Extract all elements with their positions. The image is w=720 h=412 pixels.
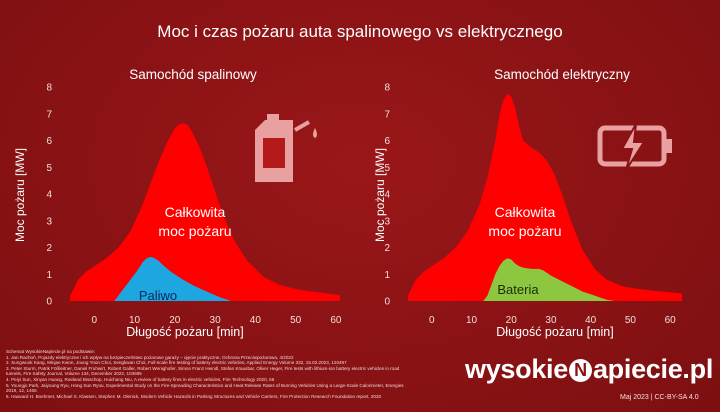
total-fire-label: moc pożaru — [158, 223, 231, 239]
battery-lightning-icon — [597, 123, 672, 171]
brand-plug-mark: N — [568, 359, 592, 382]
x-tick-label: 10 — [129, 315, 141, 326]
fuel-area — [114, 256, 232, 301]
fuel-canister-icon — [255, 114, 317, 182]
battery-area — [483, 258, 615, 301]
x-tick-label: 10 — [466, 315, 478, 326]
reference-item: 1. Jan Rachoń, Pojazdy elektryczne i ich… — [6, 354, 294, 360]
y-tick-label: 3 — [46, 216, 52, 227]
x-tick-label: 0 — [91, 315, 97, 326]
y-axis-label: Moc pożaru [MW] — [13, 148, 27, 242]
total-fire-label: Całkowita — [165, 204, 226, 220]
reference-item: 3. Peter Sturm, Patrik Fößleitner, Danie… — [6, 365, 400, 371]
reference-item: tunnels, Fire Safety Journal, Volume 134… — [6, 371, 142, 377]
x-tick-label: 60 — [330, 315, 342, 326]
y-tick-label: 5 — [384, 163, 390, 174]
y-tick-label: 1 — [384, 270, 390, 281]
y-tick-label: 2 — [46, 243, 52, 254]
y-tick-label: 0 — [46, 297, 52, 308]
x-axis-label: Długość pożaru [min] — [126, 325, 243, 339]
combustion-car-chart: Samochód spalinowy 0 1 2 3 4 5 6 7 8 0 10 20 30 40 50 60… — [13, 67, 342, 339]
y-tick-label: 7 — [46, 109, 52, 120]
references-header: Schemat WysokieNapiecie.pl na podstawie: — [6, 349, 96, 354]
x-axis-label: Długość pożaru [min] — [496, 325, 613, 339]
references: Schemat WysokieNapiecie.pl na podstawie:… — [6, 349, 466, 399]
fuel-label: Paliwo — [139, 288, 177, 303]
total-fire-area — [407, 93, 683, 301]
chart-title: Samochód spalinowy — [129, 67, 257, 82]
x-tick-label: 30 — [210, 315, 222, 326]
reference-item: 6. Haavard H. Boehmer, Michael S. Klasse… — [6, 393, 382, 399]
y-tick-label: 6 — [384, 136, 390, 147]
total-fire-label: Całkowita — [495, 204, 556, 220]
y-tick-label: 4 — [46, 190, 52, 201]
y-tick-label: 4 — [384, 190, 390, 201]
x-tick-label: 20 — [169, 315, 181, 326]
y-axis-label: Moc pożaru [MW] — [373, 148, 387, 242]
reference-item: 4. Peiyi Sun, Xinyan Huang, Roeland Biss… — [6, 376, 275, 382]
y-tick-label: 6 — [46, 136, 52, 147]
total-fire-area — [70, 123, 340, 301]
x-tick-label: 50 — [290, 315, 302, 326]
reference-item: 2019, 12, 1465 — [6, 388, 37, 394]
y-tick-label: 8 — [384, 83, 390, 94]
x-tick-label: 30 — [545, 315, 557, 326]
total-fire-label: moc pożaru — [488, 223, 561, 239]
y-tick-label: 0 — [384, 297, 390, 308]
license-text: Maj 2023 | CC-BY-SA 4.0 — [620, 394, 699, 401]
battery-label: Bateria — [497, 282, 539, 297]
x-tick-label: 60 — [665, 315, 677, 326]
x-tick-label: 40 — [585, 315, 597, 326]
x-tick-label: 50 — [625, 315, 637, 326]
electric-car-chart: Samochód elektryczny 0 1 2 3 4 5 6 7 8 0 10 20 30 40 50… — [373, 67, 683, 339]
chart-title: Samochód elektryczny — [494, 67, 630, 82]
y-tick-label: 1 — [46, 270, 52, 281]
reference-item: 2. Sungwook Kang, Minjae Kwon, Joung Yoo… — [6, 360, 347, 366]
reference-item: 5. Youngjo Park, Jaiyoung Ryu, Hong Sun … — [6, 382, 404, 388]
x-tick-label: 40 — [250, 315, 262, 326]
y-tick-label: 5 — [46, 163, 52, 174]
x-tick-label: 20 — [506, 315, 518, 326]
x-tick-label: 0 — [429, 315, 435, 326]
y-tick-label: 3 — [384, 216, 390, 227]
y-tick-label: 8 — [46, 83, 52, 94]
y-tick-label: 2 — [384, 243, 390, 254]
main-title: Moc i czas pożaru auta spalinowego vs el… — [157, 22, 562, 41]
y-tick-label: 7 — [384, 109, 390, 120]
